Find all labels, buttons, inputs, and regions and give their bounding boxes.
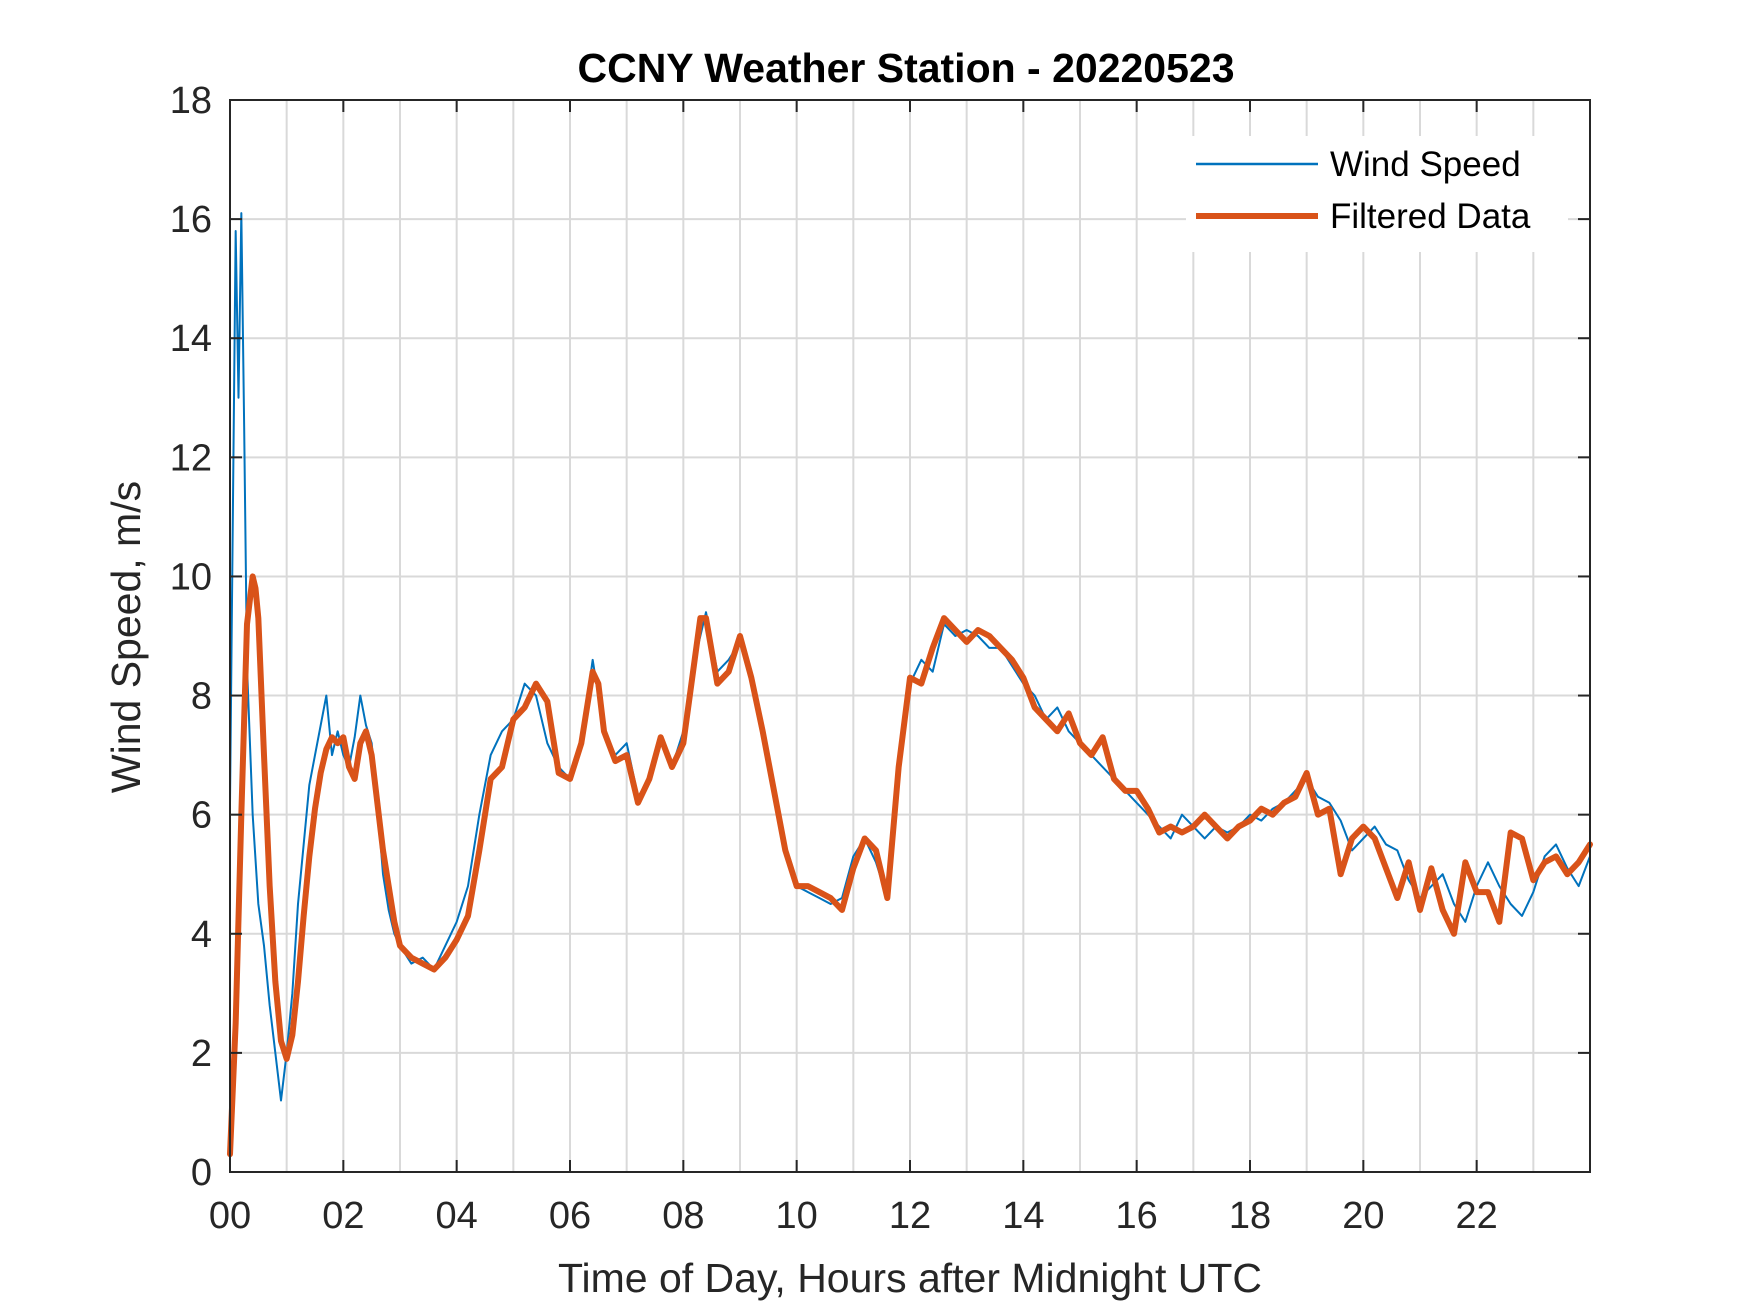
y-tick-label: 2 bbox=[191, 1033, 212, 1075]
x-tick-label: 16 bbox=[1116, 1195, 1158, 1237]
chart-title: CCNY Weather Station - 20220523 bbox=[577, 45, 1234, 91]
legend-wind-speed-label: Wind Speed bbox=[1330, 145, 1521, 184]
x-tick-label: 08 bbox=[662, 1195, 704, 1237]
x-tick-label: 22 bbox=[1456, 1195, 1498, 1237]
x-tick-label: 18 bbox=[1229, 1195, 1271, 1237]
x-tick-label: 12 bbox=[889, 1195, 931, 1237]
y-tick-label: 4 bbox=[191, 914, 212, 956]
legend: Wind Speed Filtered Data bbox=[1186, 136, 1568, 252]
x-tick-label: 04 bbox=[436, 1195, 478, 1237]
y-tick-label: 16 bbox=[170, 199, 212, 241]
x-axis-title: Time of Day, Hours after Midnight UTC bbox=[558, 1255, 1262, 1301]
x-tick-label: 14 bbox=[1002, 1195, 1044, 1237]
filtered-data-series bbox=[227, 573, 1593, 1158]
x-tick-label: 20 bbox=[1342, 1195, 1384, 1237]
y-tick-label: 8 bbox=[191, 676, 212, 718]
y-tick-label: 14 bbox=[170, 318, 212, 360]
x-tick-label: 06 bbox=[549, 1195, 591, 1237]
legend-filtered-data-label: Filtered Data bbox=[1330, 197, 1531, 236]
x-tick-label: 02 bbox=[322, 1195, 364, 1237]
y-tick-label: 0 bbox=[191, 1152, 212, 1194]
y-tick-label: 10 bbox=[170, 556, 212, 598]
y-axis-title: Wind Speed, m/s bbox=[103, 481, 149, 793]
y-tick-label: 18 bbox=[170, 80, 212, 122]
x-tick-label: 00 bbox=[209, 1195, 251, 1237]
x-tick-label: 10 bbox=[776, 1195, 818, 1237]
y-tick-label: 6 bbox=[191, 795, 212, 837]
legend-box bbox=[1186, 136, 1568, 252]
series-lines bbox=[227, 212, 1593, 1158]
y-tick-label: 12 bbox=[170, 437, 212, 479]
